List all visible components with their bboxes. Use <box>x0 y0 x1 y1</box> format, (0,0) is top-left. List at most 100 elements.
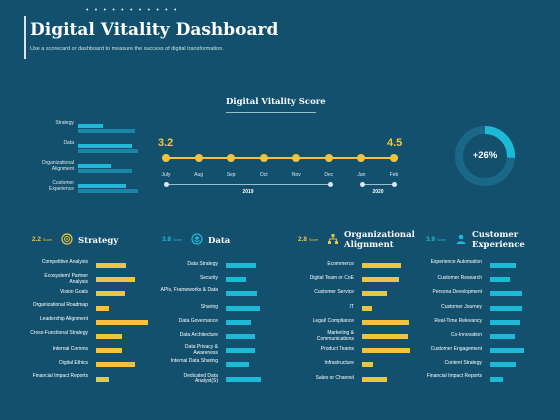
summary-row-label: Data <box>63 140 74 146</box>
timeline-month-label: Oct <box>259 172 268 178</box>
summary-row-label: Strategy <box>55 120 74 126</box>
category-metric-bar <box>226 263 257 268</box>
timeline-month-label: Jan <box>357 172 366 178</box>
category-metric-label: Marketing & Communications <box>316 330 354 342</box>
timeline-dot <box>194 154 203 162</box>
category-metric-bar <box>96 362 135 368</box>
category-title: Customer Experience <box>472 230 525 250</box>
summary-bar-target <box>78 149 138 153</box>
timeline-dot <box>162 154 170 162</box>
customer-icon <box>455 232 467 244</box>
category-metric-bar <box>96 376 109 382</box>
category-metric-label: Competitive Analysis <box>41 259 88 265</box>
category-score: 3.8 Score <box>162 236 182 243</box>
category-metric-bar <box>96 348 122 354</box>
category-metric-bar <box>226 319 251 325</box>
category-metric-bar <box>362 263 401 268</box>
timeline-dot <box>390 154 398 162</box>
category-title: Data <box>208 236 231 246</box>
category-metric-bar <box>490 362 516 368</box>
category-metric-label: Customer Service <box>314 289 354 296</box>
category-metric-label: Product Teams <box>320 346 354 353</box>
category-score-value: 3.9 <box>426 236 436 243</box>
timeline-month-label: Sep <box>226 172 236 178</box>
category-metric-bar <box>226 291 258 297</box>
category-metric-bar <box>96 305 109 311</box>
score-panel-underline <box>226 112 316 113</box>
year-label: 2019 <box>242 189 254 195</box>
timeline-month-label: July <box>161 172 171 178</box>
category-metric-label: Cross-Functional Strategy <box>30 330 88 336</box>
summary-bar-current <box>78 164 111 168</box>
title-accent-rule <box>24 16 26 59</box>
category-column-data: 3.8 Score Data Data Strategy Security APIs, F… <box>160 226 292 396</box>
summary-row: Strategy <box>28 120 148 136</box>
category-metric-label: Digital Ethics <box>59 360 88 367</box>
timeline-dot <box>292 154 301 162</box>
timeline-month-label: Nov <box>291 172 301 178</box>
growth-donut-chart <box>455 126 515 186</box>
category-metric-label: Internal Data Sharing <box>170 358 218 365</box>
category-metric-label: Persona Development <box>432 289 482 296</box>
timeline-dot <box>324 154 333 162</box>
timeline-month-label: Feb <box>389 172 399 178</box>
category-metric-label: Leadership Alignment <box>39 315 88 322</box>
category-metric-label: Data Governance <box>178 317 218 324</box>
category-metric-bar <box>226 348 255 354</box>
category-metric-label: Sales or Channel <box>315 374 354 381</box>
category-metric-bar <box>362 291 387 297</box>
category-metric-label: APIs, Frameworks & Data <box>160 287 218 294</box>
org-chart-icon <box>327 232 339 244</box>
category-score: 3.9 Score <box>426 236 446 243</box>
category-score-unit: Score <box>173 238 183 242</box>
category-header: 3.8 Score Data <box>160 226 292 256</box>
category-title: Strategy <box>78 236 119 246</box>
category-metric-label: Customer Research <box>437 275 482 282</box>
category-metric-bar <box>362 376 387 382</box>
category-metric-label: Digital Team or CoE <box>309 275 354 282</box>
donut-label: +26% <box>472 150 498 161</box>
summary-row: Data <box>28 140 148 156</box>
category-metric-label: Internal Comms <box>52 346 88 353</box>
category-score: 2.2 Score <box>32 236 52 243</box>
category-metric-label: Financial Impact Reports <box>426 372 482 379</box>
category-metric-label: Data Privacy & Awareness <box>184 344 218 356</box>
summary-bar-current <box>78 184 126 188</box>
timeline-month-label: Dec <box>324 172 334 178</box>
timeline-month-label: Aug <box>194 172 204 178</box>
category-metric-label: Financial Impact Reports <box>32 372 88 379</box>
summary-row-label: Customer Experience <box>48 180 74 192</box>
category-metric-bar <box>490 334 515 339</box>
category-metric-label: Customer Engagement <box>430 346 482 353</box>
category-metric-label: Vision Goals <box>60 289 88 296</box>
category-metric-bar <box>226 376 262 382</box>
category-metric-bar <box>362 334 408 339</box>
category-metric-label: Customer Journey <box>441 303 482 310</box>
category-metric-bar <box>490 348 524 354</box>
summary-bar-target <box>78 129 135 133</box>
category-metric-bar <box>226 305 260 311</box>
summary-bar-current <box>78 124 104 128</box>
summary-row: Customer Experience <box>28 180 148 196</box>
score-end-value: 4.5 <box>387 137 403 149</box>
category-column-strategy: 2.2 Score Strategy Competitive Analysis Ecos… <box>30 226 162 396</box>
category-metric-bar <box>226 334 256 339</box>
summary-bar-target <box>78 189 138 193</box>
category-metric-bar <box>96 334 122 339</box>
category-title: Organizational Alignment <box>344 230 415 250</box>
category-metric-bar <box>362 348 410 354</box>
category-metric-label: IT <box>349 303 354 310</box>
category-metric-bar <box>490 277 510 283</box>
summary-bar-current <box>78 144 132 148</box>
year-range-line <box>362 184 394 185</box>
category-score-unit: Score <box>437 238 447 242</box>
category-metric-bar <box>96 291 125 297</box>
category-header: 2.2 Score Strategy <box>30 226 162 256</box>
page-subtitle: Use a scorecard or dashboard to measure … <box>30 46 224 52</box>
category-metric-label: Organizational Roadmap <box>32 301 88 308</box>
summary-bar-chart: Strategy Data Organizational Alignment Cust… <box>28 120 148 198</box>
category-column-organizational-alignment: 2.8 Score Organizational Alignment Ecommerc… <box>296 226 428 396</box>
category-header: 2.8 Score Organizational Alignment <box>296 226 428 256</box>
page-title: Digital Vitality Dashboard <box>30 20 279 40</box>
year-range-dot <box>359 182 365 187</box>
